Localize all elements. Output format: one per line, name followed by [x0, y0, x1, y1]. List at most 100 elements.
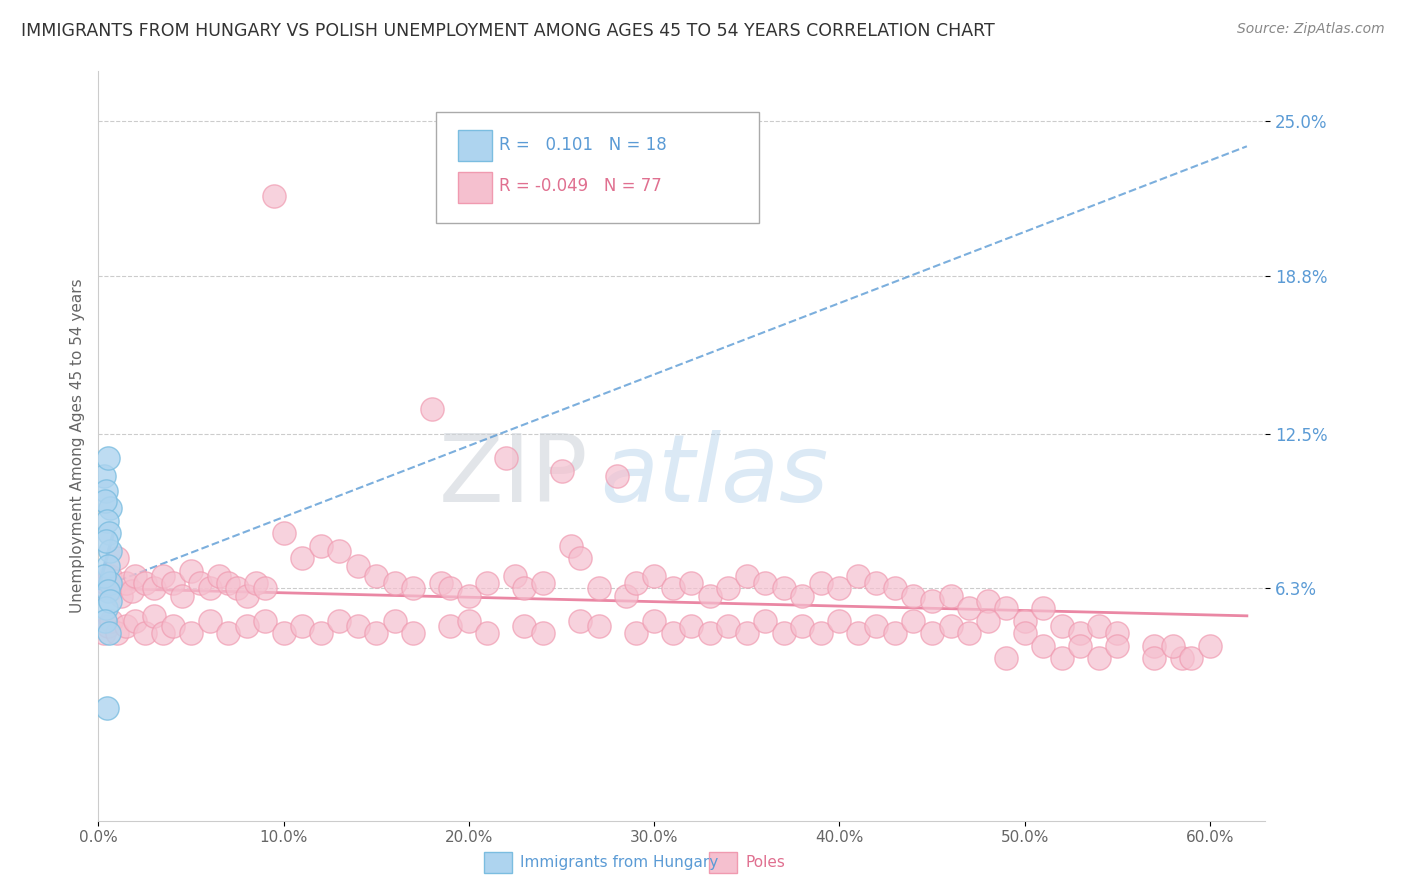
Point — [477, 576, 499, 591]
Point — [291, 551, 314, 566]
Point — [402, 626, 425, 640]
Point — [94, 601, 117, 615]
Point — [346, 558, 368, 573]
Point — [430, 576, 453, 591]
Point — [162, 619, 184, 633]
Point — [606, 469, 628, 483]
Point — [1107, 639, 1129, 653]
Point — [1087, 619, 1109, 633]
Text: Immigrants from Hungary: Immigrants from Hungary — [520, 855, 718, 870]
Point — [699, 589, 721, 603]
Point — [1107, 626, 1129, 640]
Point — [1032, 639, 1054, 653]
Point — [495, 451, 517, 466]
Point — [208, 569, 231, 583]
Point — [1161, 639, 1184, 653]
Point — [699, 626, 721, 640]
Point — [1143, 639, 1166, 653]
Point — [531, 626, 554, 640]
Point — [754, 614, 776, 628]
Point — [273, 626, 295, 640]
Point — [957, 601, 980, 615]
Point — [134, 576, 156, 591]
Point — [98, 576, 121, 591]
Point — [735, 569, 758, 583]
Point — [550, 464, 572, 478]
Point — [134, 626, 156, 640]
Text: Source: ZipAtlas.com: Source: ZipAtlas.com — [1237, 22, 1385, 37]
Point — [94, 483, 117, 498]
Point — [124, 569, 146, 583]
Point — [143, 608, 166, 623]
Point — [1087, 651, 1109, 665]
Point — [97, 583, 120, 598]
Point — [110, 589, 132, 603]
Point — [921, 594, 943, 608]
Point — [439, 619, 461, 633]
Point — [98, 594, 121, 608]
Point — [643, 569, 665, 583]
Point — [384, 576, 406, 591]
Point — [1143, 651, 1166, 665]
Point — [810, 626, 832, 640]
Point — [531, 576, 554, 591]
Point — [884, 626, 907, 640]
Point — [1069, 626, 1091, 640]
Point — [100, 544, 122, 558]
Point — [105, 551, 128, 566]
Point — [560, 539, 582, 553]
Point — [97, 558, 120, 573]
Point — [98, 501, 121, 516]
Point — [420, 401, 443, 416]
Point — [569, 551, 592, 566]
Point — [457, 589, 479, 603]
Point — [366, 626, 388, 640]
Point — [96, 701, 118, 715]
Point — [263, 189, 285, 203]
Point — [772, 582, 794, 596]
Point — [402, 582, 425, 596]
Point — [717, 582, 740, 596]
Point — [903, 614, 925, 628]
Point — [513, 582, 536, 596]
Point — [503, 569, 526, 583]
Point — [384, 614, 406, 628]
Point — [180, 564, 202, 578]
Point — [103, 582, 125, 596]
Point — [94, 576, 117, 591]
Text: ZIP: ZIP — [439, 430, 589, 522]
Point — [588, 582, 610, 596]
Point — [828, 582, 851, 596]
Point — [254, 614, 277, 628]
Point — [792, 589, 814, 603]
Point — [143, 582, 166, 596]
Text: R =   0.101   N = 18: R = 0.101 N = 18 — [499, 136, 666, 153]
Point — [91, 582, 114, 596]
Point — [828, 614, 851, 628]
Point — [105, 626, 128, 640]
Point — [93, 469, 115, 483]
Point — [976, 594, 998, 608]
Point — [884, 582, 907, 596]
Point — [810, 576, 832, 591]
Text: IMMIGRANTS FROM HUNGARY VS POLISH UNEMPLOYMENT AMONG AGES 45 TO 54 YEARS CORRELA: IMMIGRANTS FROM HUNGARY VS POLISH UNEMPL… — [21, 22, 995, 40]
Point — [97, 626, 120, 640]
Point — [93, 569, 115, 583]
Point — [96, 514, 118, 528]
Point — [198, 614, 221, 628]
Point — [846, 569, 869, 583]
Point — [513, 619, 536, 633]
Point — [457, 614, 479, 628]
Point — [188, 576, 211, 591]
Point — [569, 614, 592, 628]
Point — [152, 626, 174, 640]
Point — [100, 614, 122, 628]
Point — [309, 626, 332, 640]
Point — [97, 619, 120, 633]
Text: atlas: atlas — [600, 431, 828, 522]
Point — [94, 494, 117, 508]
Point — [643, 614, 665, 628]
Point — [681, 576, 703, 591]
Point — [1014, 614, 1036, 628]
Point — [1050, 619, 1073, 633]
